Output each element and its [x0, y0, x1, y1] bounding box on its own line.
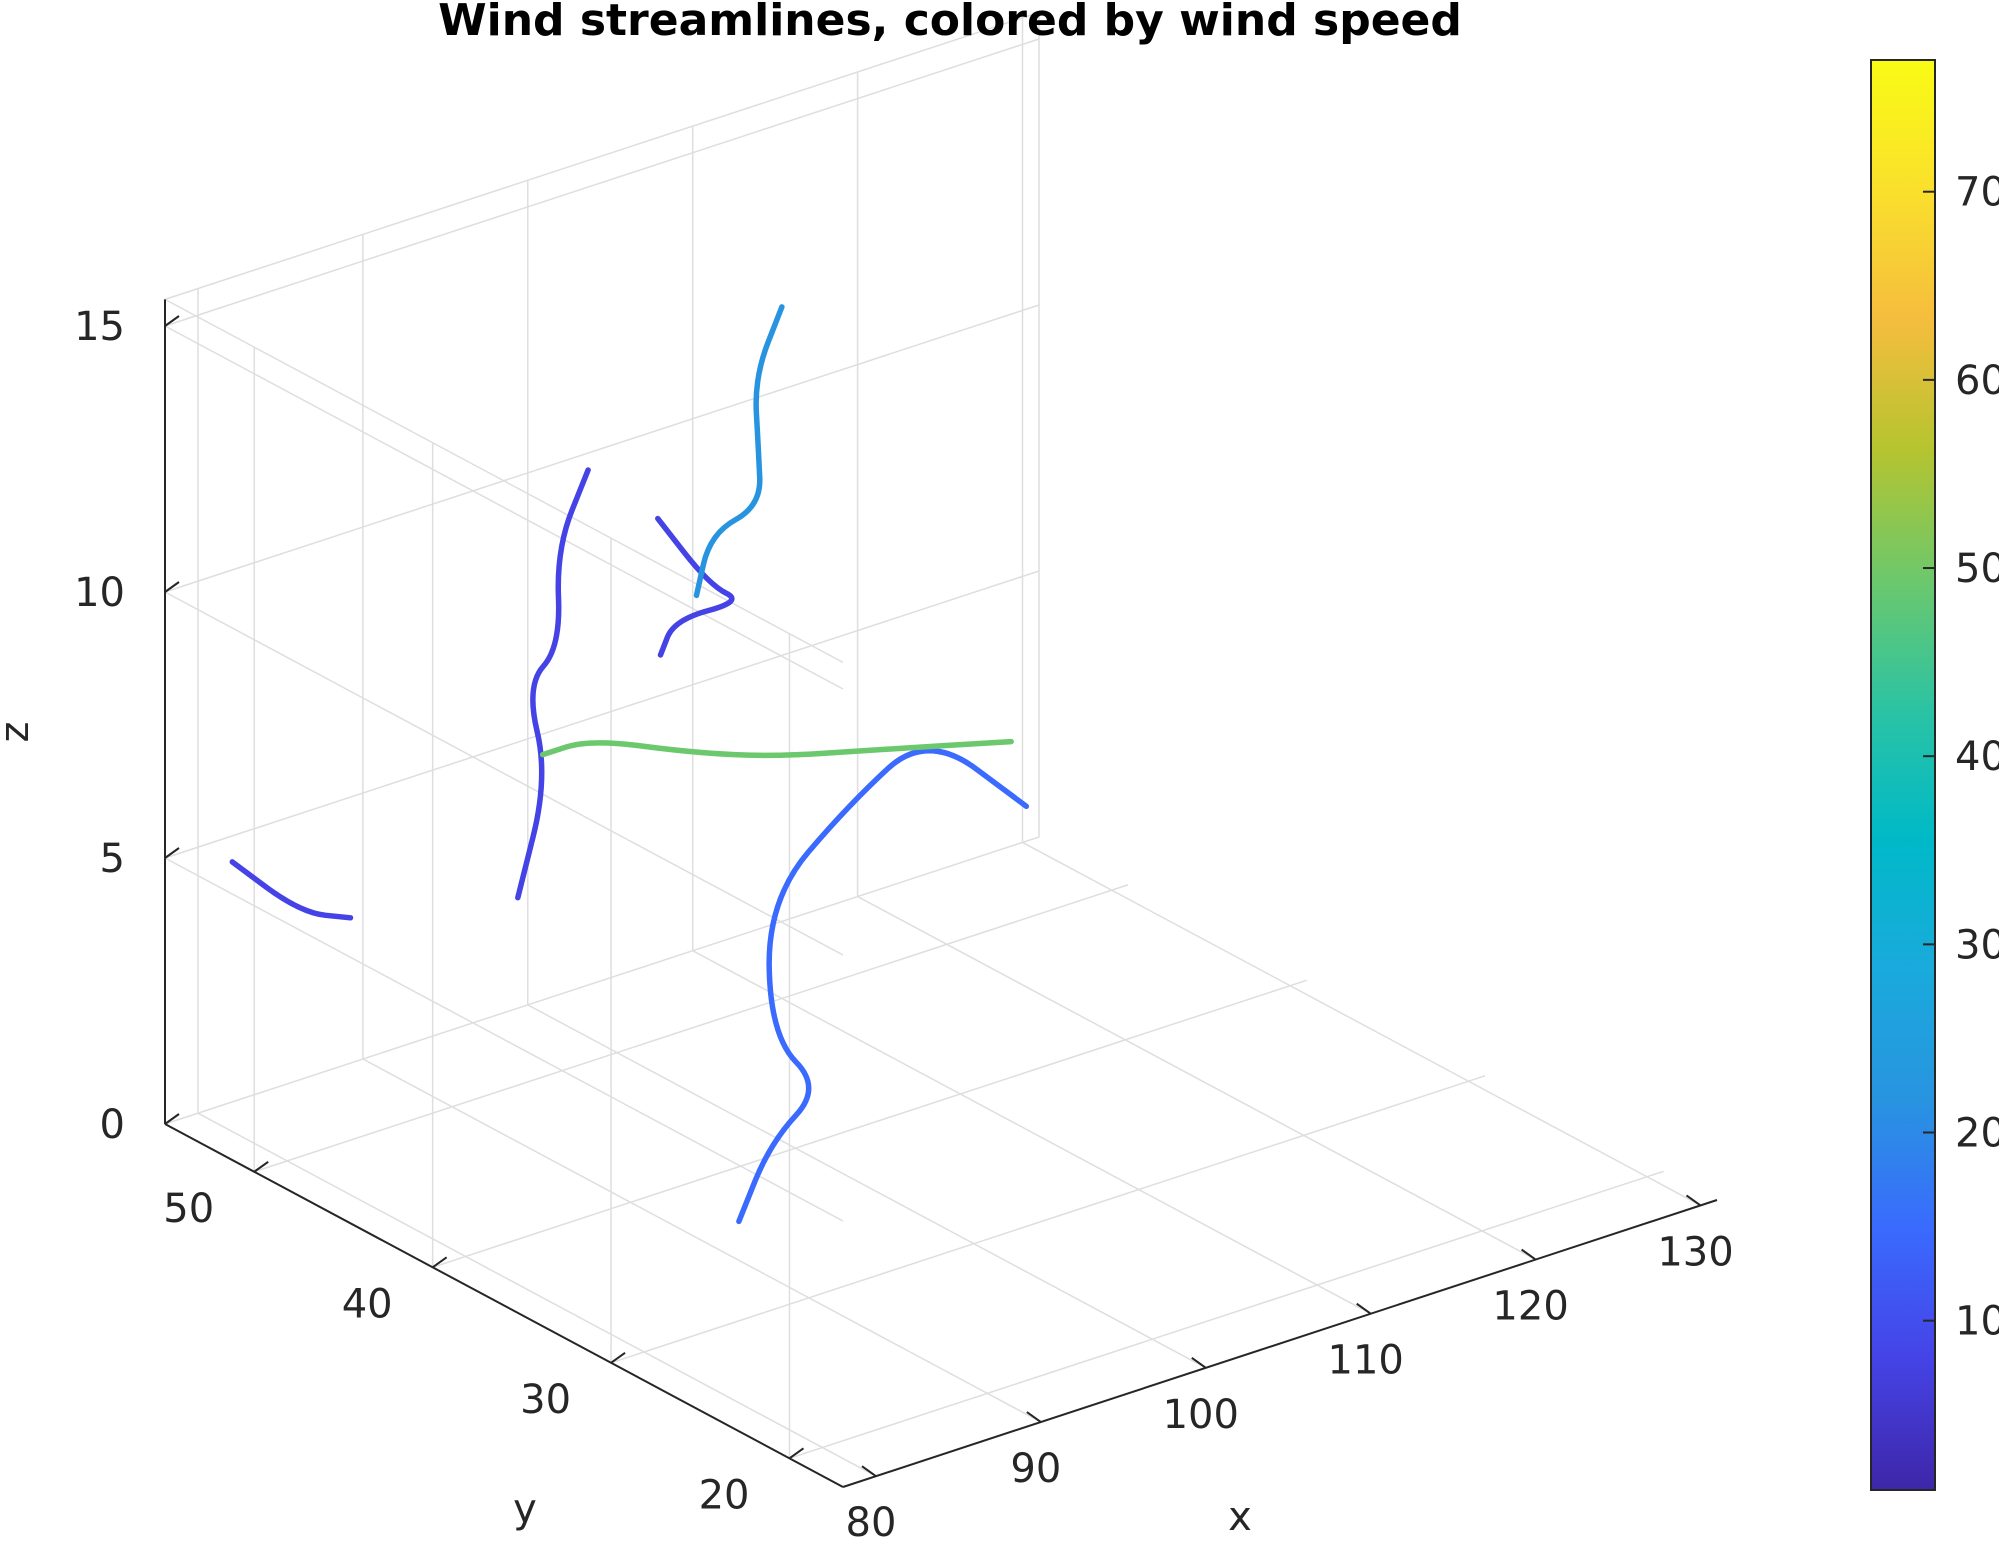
x-tick-mark [1685, 1194, 1702, 1207]
z-tick-label: 5 [100, 836, 125, 882]
streamline [539, 738, 1014, 759]
z-tick-label: 15 [74, 304, 125, 350]
y-tick-label: 40 [342, 1281, 393, 1327]
streamline [655, 515, 735, 658]
colorbar-tick-label: 50 [1955, 546, 1999, 592]
grid-line [164, 325, 844, 690]
x-tick-mark [1026, 1411, 1042, 1423]
colorbar-tick-label: 10 [1955, 1299, 1999, 1345]
z-tick-mark [164, 315, 180, 327]
x-tick-label: 80 [846, 1500, 897, 1546]
y-axis-line [164, 1123, 844, 1488]
x-axis-title: x [1228, 1494, 1252, 1540]
x-tick-label: 110 [1328, 1338, 1404, 1384]
grid-line [164, 304, 1040, 593]
grid-line [857, 895, 1536, 1261]
colorbar-tick-label: 60 [1955, 358, 1999, 404]
x-tick-label: 130 [1657, 1229, 1733, 1275]
grid-line [164, 836, 1040, 1125]
x-tick-label: 90 [1010, 1446, 1061, 1492]
colorbar-ticks: 10 20 30 40 50 60 70 [1923, 170, 1999, 1345]
grid-line [164, 591, 844, 956]
grid-line [164, 570, 1040, 859]
grid-line [610, 1075, 1486, 1364]
axis-lines [164, 299, 1718, 1488]
y-tick-label: 50 [163, 1186, 214, 1232]
x-tick-mark [861, 1465, 877, 1477]
grid-line [164, 857, 844, 1222]
z-tick-label: 10 [74, 570, 125, 616]
grid-line [253, 884, 1129, 1173]
colorbar [1870, 59, 1936, 1491]
y-tick-mark [610, 1352, 626, 1364]
colorbar-tick-label: 40 [1955, 734, 1999, 780]
colorbar-tick-label: 20 [1955, 1111, 1999, 1157]
grid-line [362, 1058, 1042, 1423]
y-axis-title: y [513, 1486, 537, 1532]
tick-labels: 80 90 100 110 120 130 20 30 40 50 0 5 10 15 [74, 304, 1734, 1546]
colorbar-tick-label: 30 [1955, 922, 1999, 968]
z-axis-title: z [0, 722, 38, 743]
x-tick-mark [1521, 1248, 1537, 1261]
grid-line [164, 38, 1040, 327]
streamline [736, 748, 1030, 1225]
z-tick-label: 0 [100, 1102, 125, 1148]
streamline [229, 859, 354, 921]
grid-line [164, 298, 844, 664]
y-tick-mark [788, 1447, 805, 1460]
grid-line [1022, 841, 1701, 1207]
grid-lines [164, 11, 1701, 1488]
x-tick-mark [1356, 1302, 1372, 1315]
x-tick-mark [1191, 1357, 1207, 1369]
streamline [515, 467, 591, 901]
z-tick-mark [164, 847, 180, 859]
x-axis-line [842, 1199, 1718, 1488]
y-tick-mark [253, 1160, 269, 1173]
y-tick-label: 30 [520, 1377, 571, 1423]
colorbar-tick-label: 70 [1955, 170, 1999, 216]
streamline [693, 304, 785, 599]
grid-line [432, 979, 1307, 1269]
z-tick-mark [164, 1113, 180, 1125]
chart-title: Wind streamlines, colored by wind speed [438, 0, 1462, 46]
grid-line [164, 11, 1040, 301]
x-tick-label: 100 [1163, 1392, 1239, 1438]
x-tick-label: 120 [1492, 1284, 1568, 1330]
z-tick-mark [164, 581, 180, 593]
streamlines [229, 304, 1030, 1225]
grid-line [197, 1112, 877, 1477]
grid-line [527, 1004, 1207, 1369]
grid-line [692, 950, 1372, 1315]
grid-line [789, 1170, 1664, 1460]
y-tick-mark [432, 1256, 448, 1269]
y-tick-label: 20 [699, 1472, 750, 1518]
